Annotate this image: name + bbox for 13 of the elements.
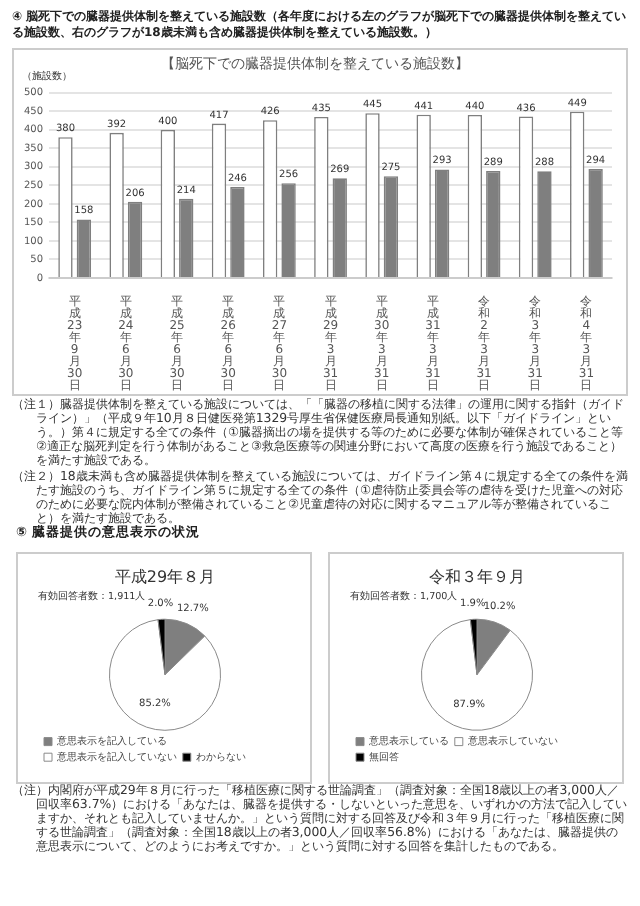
bar bbox=[179, 198, 194, 277]
bar bbox=[434, 169, 450, 277]
bar bbox=[537, 171, 552, 277]
bar bbox=[230, 186, 245, 277]
bar bbox=[76, 219, 92, 277]
chart-title: 令和３年９月 bbox=[429, 567, 525, 586]
bar bbox=[281, 183, 296, 277]
bar bbox=[486, 170, 501, 277]
bar bbox=[383, 176, 399, 277]
chart-title: 平成29年８月 bbox=[114, 567, 216, 586]
bar bbox=[588, 169, 603, 277]
bar bbox=[127, 201, 143, 277]
bar bbox=[332, 178, 347, 277]
